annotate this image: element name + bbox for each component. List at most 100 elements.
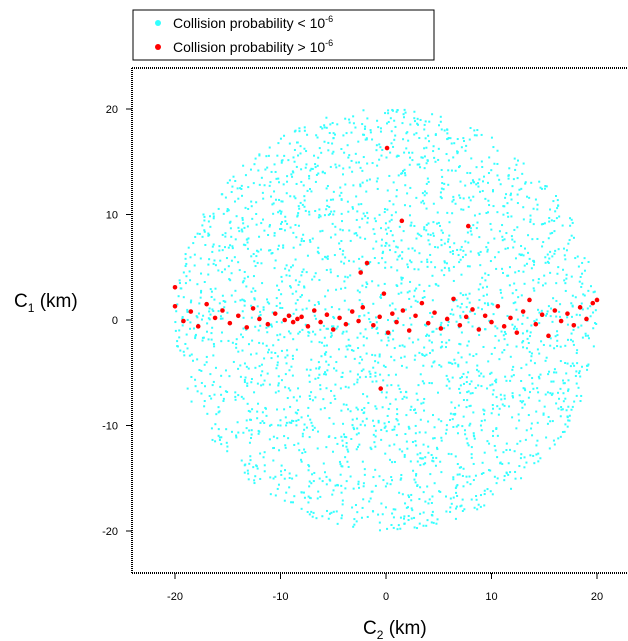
series-low-point (295, 182, 298, 185)
series-low-point (423, 194, 426, 197)
series-low-point (263, 184, 266, 187)
series-low-point (386, 122, 389, 125)
series-low-point (280, 473, 283, 476)
series-low-point (566, 323, 569, 326)
series-low-point (361, 506, 364, 509)
series-low-point (487, 181, 490, 184)
series-low-point (269, 181, 272, 184)
series-low-point (303, 205, 306, 208)
series-low-point (456, 473, 459, 476)
series-low-point (505, 232, 508, 235)
series-low-point (456, 305, 459, 308)
series-low-point (529, 335, 532, 338)
series-low-point (425, 229, 428, 232)
series-low-point (256, 467, 259, 470)
series-low-point (308, 480, 311, 483)
series-low-point (539, 457, 542, 460)
series-low-point (396, 413, 399, 416)
series-low-point (364, 215, 367, 218)
series-low-point (472, 432, 475, 435)
series-low-point (280, 321, 283, 324)
series-low-point (357, 161, 360, 164)
series-low-point (217, 406, 220, 409)
series-low-point (211, 245, 214, 248)
series-low-point (267, 154, 270, 157)
series-low-point (435, 522, 438, 525)
series-low-point (459, 384, 462, 387)
series-low-point (175, 310, 178, 313)
series-low-point (446, 132, 449, 135)
series-low-point (387, 407, 390, 410)
series-low-point (427, 180, 430, 183)
series-low-point (192, 359, 195, 362)
series-low-point (551, 420, 554, 423)
series-low-point (535, 318, 538, 321)
series-low-point (201, 224, 204, 227)
series-low-point (244, 174, 247, 177)
series-low-point (270, 357, 273, 360)
series-low-point (308, 239, 311, 242)
series-low-point (381, 513, 384, 516)
series-low-point (344, 385, 347, 388)
series-low-point (533, 260, 536, 263)
series-low-point (292, 156, 295, 159)
series-low-point (235, 346, 238, 349)
series-low-point (488, 156, 491, 159)
series-low-point (431, 414, 434, 417)
series-low-point (374, 445, 377, 448)
series-low-point (261, 370, 264, 373)
series-low-point (291, 354, 294, 357)
series-low-point (347, 210, 350, 213)
series-low-point (206, 412, 209, 415)
series-low-point (538, 322, 541, 325)
series-low-point (522, 162, 525, 165)
series-low-point (341, 253, 344, 256)
series-low-point (486, 285, 489, 288)
series-low-point (382, 250, 385, 253)
series-low-point (323, 172, 326, 175)
series-low-point (566, 338, 569, 341)
series-low-point (350, 438, 353, 441)
series-low-point (387, 339, 390, 342)
series-low-point (533, 289, 536, 292)
series-low-point (495, 427, 498, 430)
series-low-point (250, 304, 253, 307)
series-low-point (290, 501, 293, 504)
series-low-point (335, 510, 338, 513)
series-low-point (413, 295, 416, 298)
series-low-point (256, 382, 259, 385)
series-low-point (285, 274, 288, 277)
series-low-point (443, 261, 446, 264)
series-low-point (548, 217, 551, 220)
series-low-point (448, 221, 451, 224)
series-low-point (504, 375, 507, 378)
series-low-point (323, 352, 326, 355)
series-low-point (360, 408, 363, 411)
series-low-point (232, 175, 235, 178)
series-low-point (297, 154, 300, 157)
series-low-point (196, 232, 199, 235)
series-low-point (296, 299, 299, 302)
series-low-point (217, 428, 220, 431)
series-low-point (479, 250, 482, 253)
series-low-point (280, 200, 283, 203)
series-low-point (548, 447, 551, 450)
series-low-point (382, 379, 385, 382)
series-low-point (366, 211, 369, 214)
series-low-point (459, 180, 462, 183)
series-low-point (300, 491, 303, 494)
series-low-point (422, 401, 425, 404)
series-low-point (246, 247, 249, 250)
series-low-point (485, 212, 488, 215)
series-low-point (261, 191, 264, 194)
series-low-point (289, 195, 292, 198)
series-low-point (285, 264, 288, 267)
series-low-point (356, 378, 359, 381)
series-low-point (274, 391, 277, 394)
series-low-point (486, 248, 489, 251)
series-low-point (556, 345, 559, 348)
series-high-point (425, 320, 431, 326)
series-low-point (532, 263, 535, 266)
series-low-point (265, 414, 268, 417)
